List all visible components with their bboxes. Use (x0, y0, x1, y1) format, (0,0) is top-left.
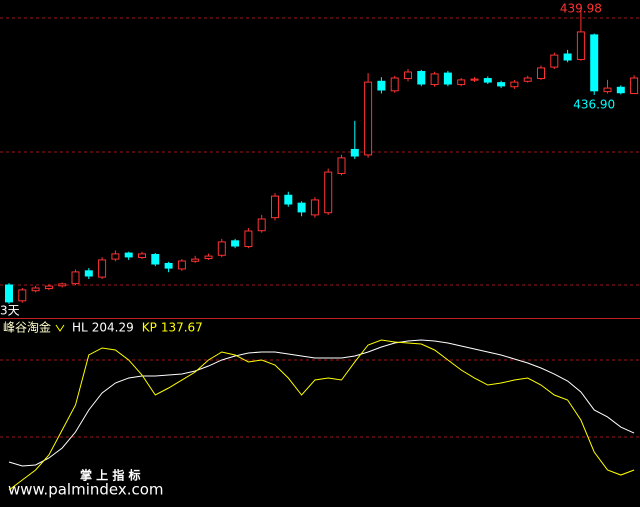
candle-body (563, 53, 572, 61)
candle-body (124, 252, 133, 258)
indicator-title: 峰谷淘金 (3, 320, 51, 335)
candle-body (111, 253, 120, 260)
candle-body (18, 289, 27, 302)
candle-body (417, 70, 426, 85)
candle-body (138, 253, 146, 258)
candle-body (603, 87, 612, 93)
candle-body (590, 34, 599, 92)
candle-body (44, 285, 53, 290)
candle-body (58, 283, 67, 287)
watermark-url: www.palmindex.com (8, 481, 164, 499)
candle-body (31, 287, 40, 292)
candle-body (630, 77, 639, 95)
indicator-line (8, 339, 635, 491)
candle-body (443, 72, 452, 85)
candle-body (284, 194, 293, 205)
candle-body (271, 195, 279, 219)
candle-body (364, 81, 373, 156)
candle-body (191, 258, 200, 262)
candle-body (510, 81, 519, 88)
candle-body (231, 240, 240, 247)
candle-body (377, 80, 386, 91)
legend-name: KP (142, 321, 157, 335)
candle-body (297, 202, 306, 213)
candle-body (523, 77, 532, 82)
candle-body (457, 79, 466, 86)
candle-body (257, 218, 266, 232)
candle-body (217, 241, 226, 256)
candle-body (84, 270, 93, 277)
candle-body (164, 262, 173, 269)
legend-value: 137.67 (161, 321, 203, 335)
candle-body (576, 31, 585, 60)
indicator-line (8, 339, 635, 467)
candle-body (98, 259, 107, 278)
candle-body (310, 199, 319, 216)
candle-body (244, 230, 253, 248)
candle-body (537, 67, 545, 80)
candle-body (350, 148, 359, 157)
price-annotation: 439.98 (560, 1, 602, 15)
candle-body (151, 253, 160, 265)
candle-body (470, 78, 479, 81)
candle-body (497, 82, 506, 87)
candle-body (390, 77, 399, 92)
watermark-title: 掌 上 指 标 (80, 468, 141, 483)
candle-body (337, 157, 346, 174)
candle-body (177, 260, 186, 270)
candle-body (71, 271, 80, 285)
price-annotation: 436.90 (573, 97, 615, 111)
candle-body (430, 73, 439, 86)
candle-body (204, 255, 213, 260)
legend-value: 204.29 (92, 321, 134, 335)
legend-name: HL (72, 321, 88, 335)
dropdown-icon[interactable] (55, 324, 65, 332)
candle-body (550, 54, 559, 68)
candle-body (483, 78, 492, 83)
candle-body (5, 284, 13, 303)
candle-body (324, 171, 333, 214)
candle-body (404, 71, 412, 80)
period-label: 3天 (0, 304, 20, 318)
candle-body (616, 86, 625, 94)
